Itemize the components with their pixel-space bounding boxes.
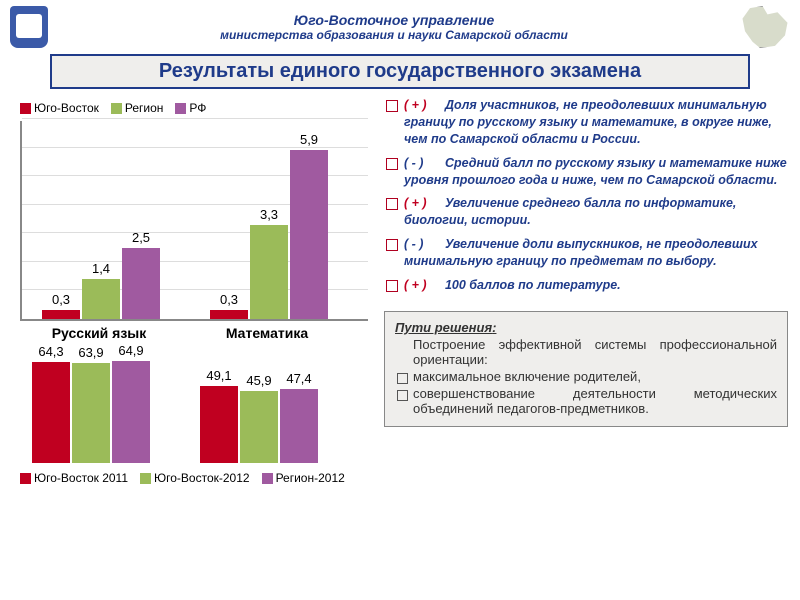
bar-group: 64,363,964,9	[32, 361, 150, 463]
x-label: Математика	[208, 325, 326, 341]
bar-group: 49,145,947,4	[200, 386, 318, 463]
bullet-tag: ( - )	[404, 236, 438, 253]
header-text: Юго-Восточное управление министерства об…	[56, 12, 732, 42]
bullet-item: ( + ) Доля участников, не преодолевших м…	[384, 97, 788, 148]
bullet-text: 100 баллов по литературе.	[438, 278, 621, 292]
bar-group: 0,33,35,9	[210, 150, 328, 319]
bar: 0,3	[42, 310, 80, 319]
region-map-icon	[740, 6, 790, 48]
header: Юго-Восточное управление министерства об…	[0, 0, 800, 50]
bar: 47,4	[280, 389, 318, 463]
bullet-text: Средний балл по русскому языку и математ…	[404, 156, 787, 187]
bar: 64,9	[112, 361, 150, 463]
bullet-item: ( - ) Увеличение доли выпускников, не пр…	[384, 236, 788, 270]
solutions-box: Пути решения: Построение эффективной сис…	[384, 311, 788, 427]
bar-label: 1,4	[92, 261, 110, 276]
text-column: ( + ) Доля участников, не преодолевших м…	[384, 97, 788, 491]
bullet-tag: ( + )	[404, 277, 438, 294]
bar: 1,4	[82, 279, 120, 319]
bar: 49,1	[200, 386, 238, 463]
bar-label: 3,3	[260, 207, 278, 222]
bullet-item: ( - ) Средний балл по русскому языку и м…	[384, 155, 788, 189]
bar-label: 64,9	[118, 343, 143, 358]
bar-label: 64,3	[38, 344, 63, 359]
bullet-text: Увеличение среднего балла по информатике…	[404, 196, 736, 227]
charts-column: Юго-ВостокРегионРФ 0,31,42,50,33,35,9 Ру…	[12, 97, 372, 491]
bar-label: 49,1	[206, 368, 231, 383]
bar: 45,9	[240, 391, 278, 463]
legend-item: Регион-2012	[262, 471, 345, 485]
bar: 2,5	[122, 248, 160, 319]
bullet-item: ( + ) 100 баллов по литературе.	[384, 277, 788, 294]
x-label: Русский язык	[40, 325, 158, 341]
bullet-tag: ( + )	[404, 195, 438, 212]
page-title: Результаты единого государственного экза…	[50, 54, 750, 89]
bar-label: 2,5	[132, 230, 150, 245]
legend-item: Юго-Восток-2012	[140, 471, 250, 485]
bar: 3,3	[250, 225, 288, 319]
bullet-item: ( + ) Увеличение среднего балла по инфор…	[384, 195, 788, 229]
header-line1: Юго-Восточное управление	[56, 12, 732, 28]
bullet-tag: ( - )	[404, 155, 438, 172]
legend-item: Регион	[111, 101, 164, 115]
solutions-item: совершенствование деятельности методичес…	[395, 386, 777, 416]
header-line2: министерства образования и науки Самарск…	[56, 28, 732, 42]
bullet-list: ( + ) Доля участников, не преодолевших м…	[384, 97, 788, 301]
bar-label: 0,3	[52, 292, 70, 307]
bar: 5,9	[290, 150, 328, 319]
bar-label: 63,9	[78, 345, 103, 360]
chart1-xlabels: Русский язык Математика	[20, 325, 372, 341]
legend-item: Юго-Восток 2011	[20, 471, 128, 485]
legend-item: РФ	[175, 101, 206, 115]
solutions-item: максимальное включение родителей,	[395, 369, 777, 384]
solutions-title: Пути решения:	[395, 320, 777, 335]
bar-label: 47,4	[286, 371, 311, 386]
bullet-text: Увеличение доли выпускников, не преодоле…	[404, 237, 758, 268]
crest-icon	[10, 6, 48, 48]
bar: 63,9	[72, 363, 110, 463]
bar-group: 0,31,42,5	[42, 248, 160, 319]
bar-label: 5,9	[300, 132, 318, 147]
bullet-text: Доля участников, не преодолевших минимал…	[404, 98, 772, 146]
bar-label: 45,9	[246, 373, 271, 388]
solutions-intro: Построение эффективной системы профессио…	[395, 337, 777, 367]
chart1: 0,31,42,50,33,35,9	[20, 121, 368, 321]
bar: 0,3	[210, 310, 248, 319]
bar: 64,3	[32, 362, 70, 463]
legend-item: Юго-Восток	[20, 101, 99, 115]
solutions-items: максимальное включение родителей, соверше…	[395, 369, 777, 416]
bar-label: 0,3	[220, 292, 238, 307]
chart2: 64,363,964,949,145,947,4	[20, 353, 368, 463]
chart2-legend: Юго-Восток 2011 Юго-Восток-2012 Регион-201…	[12, 463, 372, 491]
bullet-tag: ( + )	[404, 97, 438, 114]
